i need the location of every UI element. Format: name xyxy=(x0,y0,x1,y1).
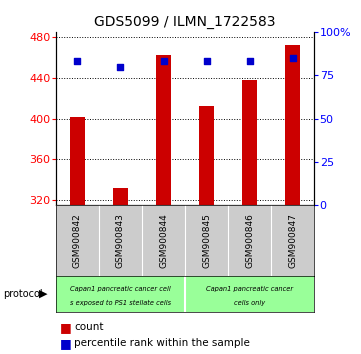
Bar xyxy=(156,55,171,205)
Text: Capan1 pancreatic cancer cell: Capan1 pancreatic cancer cell xyxy=(70,285,171,292)
Bar xyxy=(70,116,85,205)
Point xyxy=(118,64,123,69)
Text: GSM900847: GSM900847 xyxy=(288,213,297,268)
Title: GDS5099 / ILMN_1722583: GDS5099 / ILMN_1722583 xyxy=(94,16,276,29)
Text: ▶: ▶ xyxy=(39,289,47,299)
Text: GSM900843: GSM900843 xyxy=(116,213,125,268)
Bar xyxy=(113,188,128,205)
Text: GSM900845: GSM900845 xyxy=(202,213,211,268)
Text: GSM900842: GSM900842 xyxy=(73,213,82,268)
Text: cells only: cells only xyxy=(234,300,265,306)
Text: GSM900846: GSM900846 xyxy=(245,213,254,268)
Point xyxy=(204,58,209,64)
Point xyxy=(161,58,166,64)
Text: ■: ■ xyxy=(60,337,71,350)
Text: ■: ■ xyxy=(60,321,71,334)
Text: Capan1 pancreatic cancer: Capan1 pancreatic cancer xyxy=(206,285,293,292)
Text: count: count xyxy=(74,322,104,332)
Text: protocol: protocol xyxy=(4,289,43,299)
Text: GSM900844: GSM900844 xyxy=(159,213,168,268)
Bar xyxy=(199,106,214,205)
Bar xyxy=(242,80,257,205)
Text: percentile rank within the sample: percentile rank within the sample xyxy=(74,338,250,348)
Point xyxy=(290,55,295,61)
Bar xyxy=(285,45,300,205)
Text: s exposed to PS1 stellate cells: s exposed to PS1 stellate cells xyxy=(70,299,171,306)
Point xyxy=(75,58,81,64)
Point xyxy=(247,58,252,64)
